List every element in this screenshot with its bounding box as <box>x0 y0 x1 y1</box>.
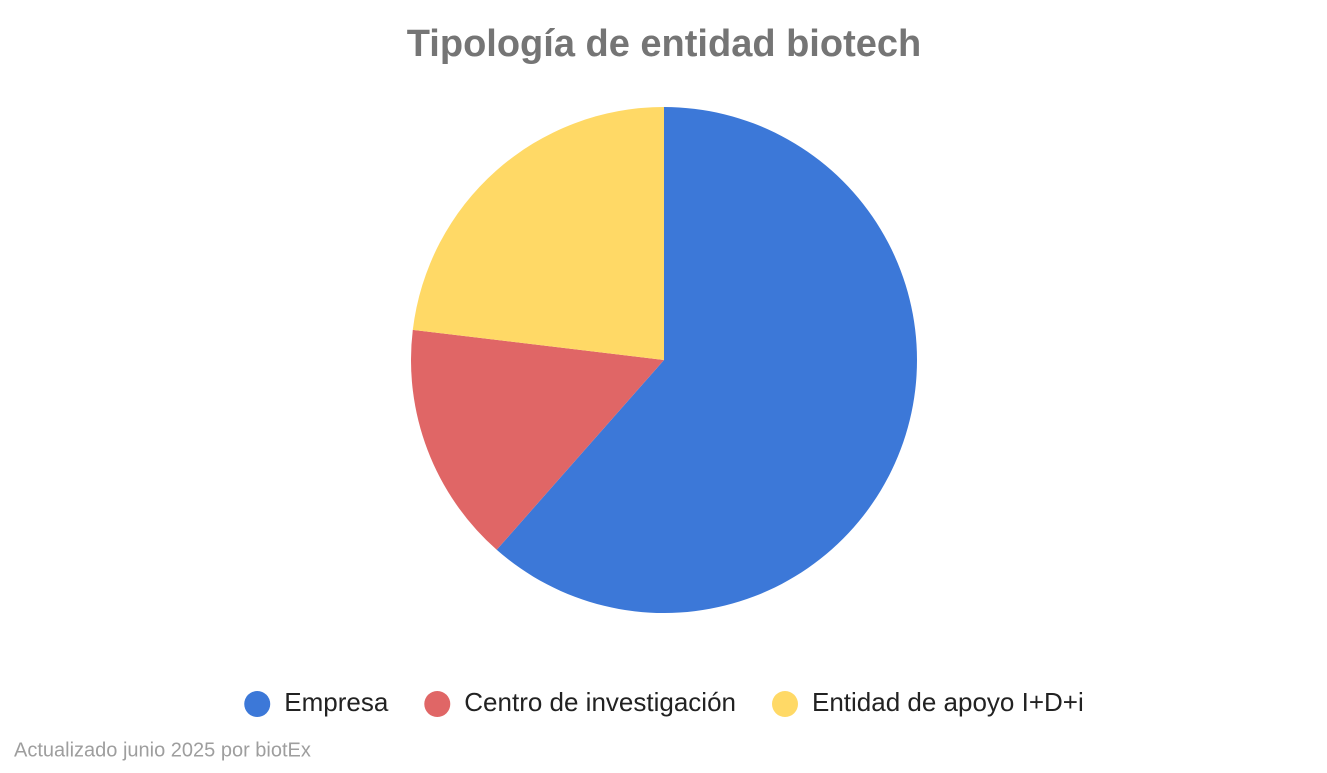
pie-slice <box>411 329 664 550</box>
chart-title: Tipología de entidad biotech <box>407 23 921 65</box>
pie-slice <box>412 107 664 360</box>
legend: Empresa Centro de investigación Entidad de… <box>244 687 1084 717</box>
legend-marker <box>244 691 271 717</box>
legend-label: Entidad de apoyo I+D+i <box>812 687 1084 717</box>
footnote: Actualizado junio 2025 por biotEx <box>14 739 311 761</box>
legend-label: Centro de investigación <box>464 687 736 717</box>
pie-slice <box>496 107 917 613</box>
pie <box>411 107 917 613</box>
legend-label: Empresa <box>284 687 389 717</box>
legend-marker <box>424 691 451 717</box>
legend-marker <box>772 691 798 717</box>
